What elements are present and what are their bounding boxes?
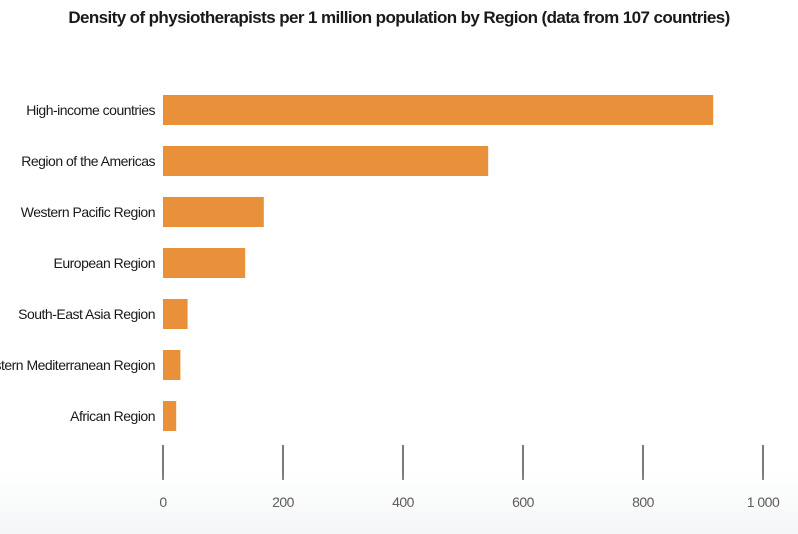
chart-title: Density of physiotherapists per 1 millio… (68, 8, 730, 27)
bar (163, 299, 188, 329)
bar (163, 95, 714, 125)
x-tick-label: 800 (632, 494, 655, 510)
x-tick-label: 600 (512, 494, 535, 510)
x-tick-label: 1 000 (747, 494, 780, 510)
category-label: Western Pacific Region (21, 204, 155, 220)
bar (163, 401, 177, 431)
category-label: African Region (70, 408, 155, 424)
category-label: South-East Asia Region (18, 306, 155, 322)
x-tick-label: 400 (392, 494, 415, 510)
bar (163, 146, 489, 176)
category-label: Region of the Americas (21, 153, 155, 169)
category-label: Eastern Mediterranean Region (0, 357, 155, 373)
bar (163, 248, 246, 278)
bar (163, 197, 264, 227)
category-label: High-income countries (26, 102, 155, 118)
bar (163, 350, 181, 380)
x-tick-label: 200 (272, 494, 295, 510)
category-label: European Region (54, 255, 155, 271)
x-tick-label: 0 (159, 494, 167, 510)
